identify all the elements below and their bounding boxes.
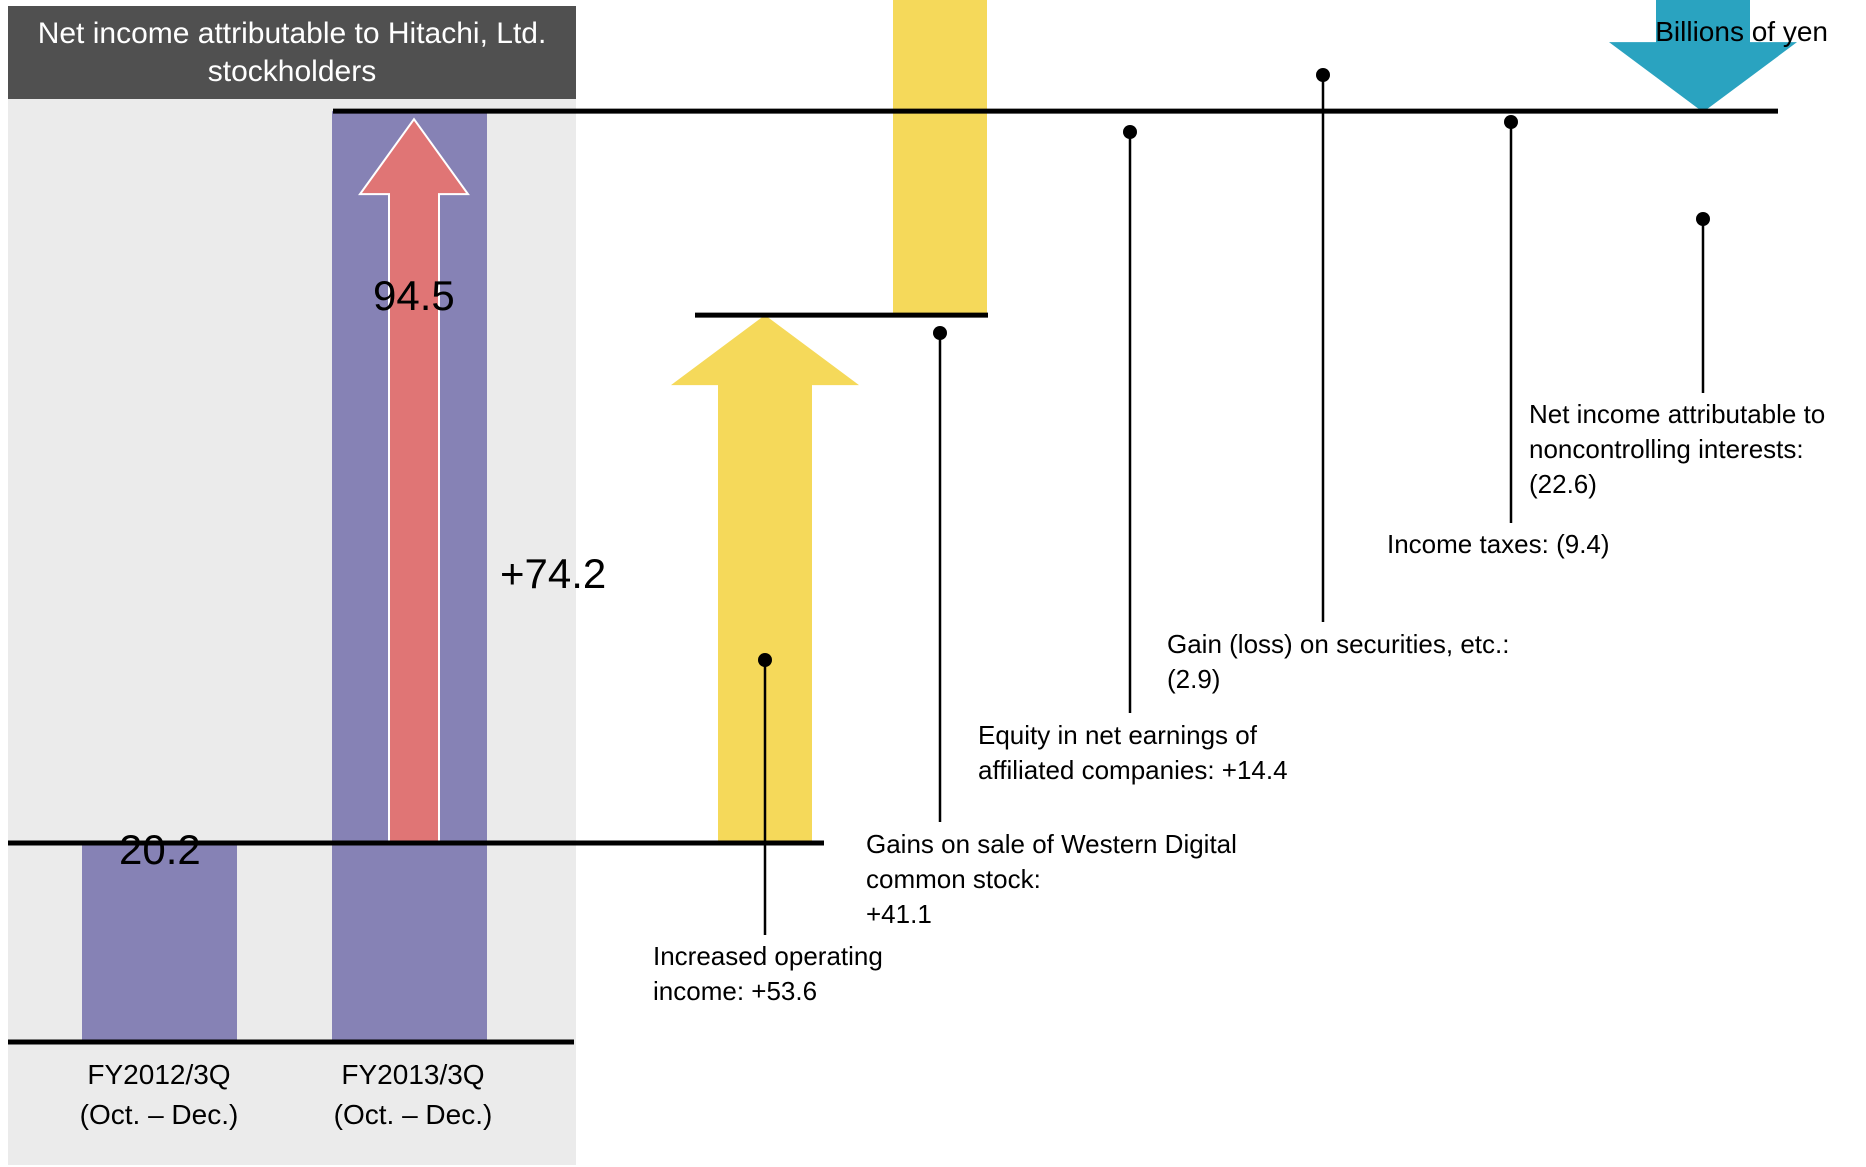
annotation-line: income: +53.6 <box>653 976 818 1006</box>
unit-label: Billions of yen <box>1655 16 1828 47</box>
leader-dot-equity-affiliates <box>1123 125 1137 139</box>
annotation-line: (22.6) <box>1529 469 1597 499</box>
leaders-layer <box>758 68 1710 935</box>
leader-dot-western-digital <box>933 326 947 340</box>
total-change-arrow <box>358 117 470 845</box>
annotation-line: Income taxes: (9.4) <box>1387 529 1610 559</box>
arrow-noncontrolling <box>1609 0 1797 113</box>
annotation-line: Increased operating <box>653 941 883 971</box>
annotation-operating-income: Increased operating income: +53.6 <box>653 939 883 1009</box>
arrow-operating-income <box>671 315 859 844</box>
category-label-fy2013: FY2013/3Q (Oct. – Dec.) <box>263 1055 563 1135</box>
category-label-fy2012: FY2012/3Q (Oct. – Dec.) <box>9 1055 309 1135</box>
annotation-income-taxes: Income taxes: (9.4) <box>1387 527 1610 562</box>
chart-title: Net income attributable to Hitachi, Ltd.… <box>8 6 576 99</box>
category-name: FY2012/3Q <box>87 1059 231 1090</box>
annotation-noncontrolling: Net income attributable to noncontrollin… <box>1529 397 1825 502</box>
leader-dot-securities <box>1316 68 1330 82</box>
annotation-line: +41.1 <box>866 899 932 929</box>
annotation-line: affiliated companies: +14.4 <box>978 755 1288 785</box>
arrows-layer <box>358 0 1797 845</box>
annotation-line: Equity in net earnings of <box>978 720 1257 750</box>
annotation-equity-affiliates: Equity in net earnings of affiliated com… <box>978 718 1288 788</box>
arrow-western-digital <box>893 0 987 316</box>
annotation-line: Gain (loss) on securities, etc.: <box>1167 629 1510 659</box>
bar-fy2012-3q <box>82 843 237 1042</box>
total-change-label: +74.2 <box>500 550 607 597</box>
category-name: FY2013/3Q <box>341 1059 485 1090</box>
lines-layer <box>8 108 1778 1045</box>
bar-value-label-fy2012: 20.2 <box>119 826 201 873</box>
annotation-line: Gains on sale of Western Digital <box>866 829 1237 859</box>
bars-layer <box>82 111 487 1043</box>
annotation-securities: Gain (loss) on securities, etc.: (2.9) <box>1167 627 1509 697</box>
annotation-western-digital: Gains on sale of Western Digital common … <box>866 827 1237 932</box>
annotation-line: (2.9) <box>1167 664 1221 694</box>
annotation-line: common stock: <box>866 864 1041 894</box>
bar-value-label-fy2013: 94.5 <box>373 272 455 319</box>
leader-dot-operating-income <box>758 653 772 667</box>
chart-title-text: Net income attributable to Hitachi, Ltd.… <box>37 16 547 88</box>
category-period: (Oct. – Dec.) <box>79 1099 239 1130</box>
annotation-line: Net income attributable to <box>1529 399 1826 429</box>
leader-dot-noncontrolling <box>1696 212 1710 226</box>
leader-dot-income-taxes <box>1504 115 1518 129</box>
annotation-line: noncontrolling interests: <box>1529 434 1804 464</box>
category-period: (Oct. – Dec.) <box>333 1099 493 1130</box>
